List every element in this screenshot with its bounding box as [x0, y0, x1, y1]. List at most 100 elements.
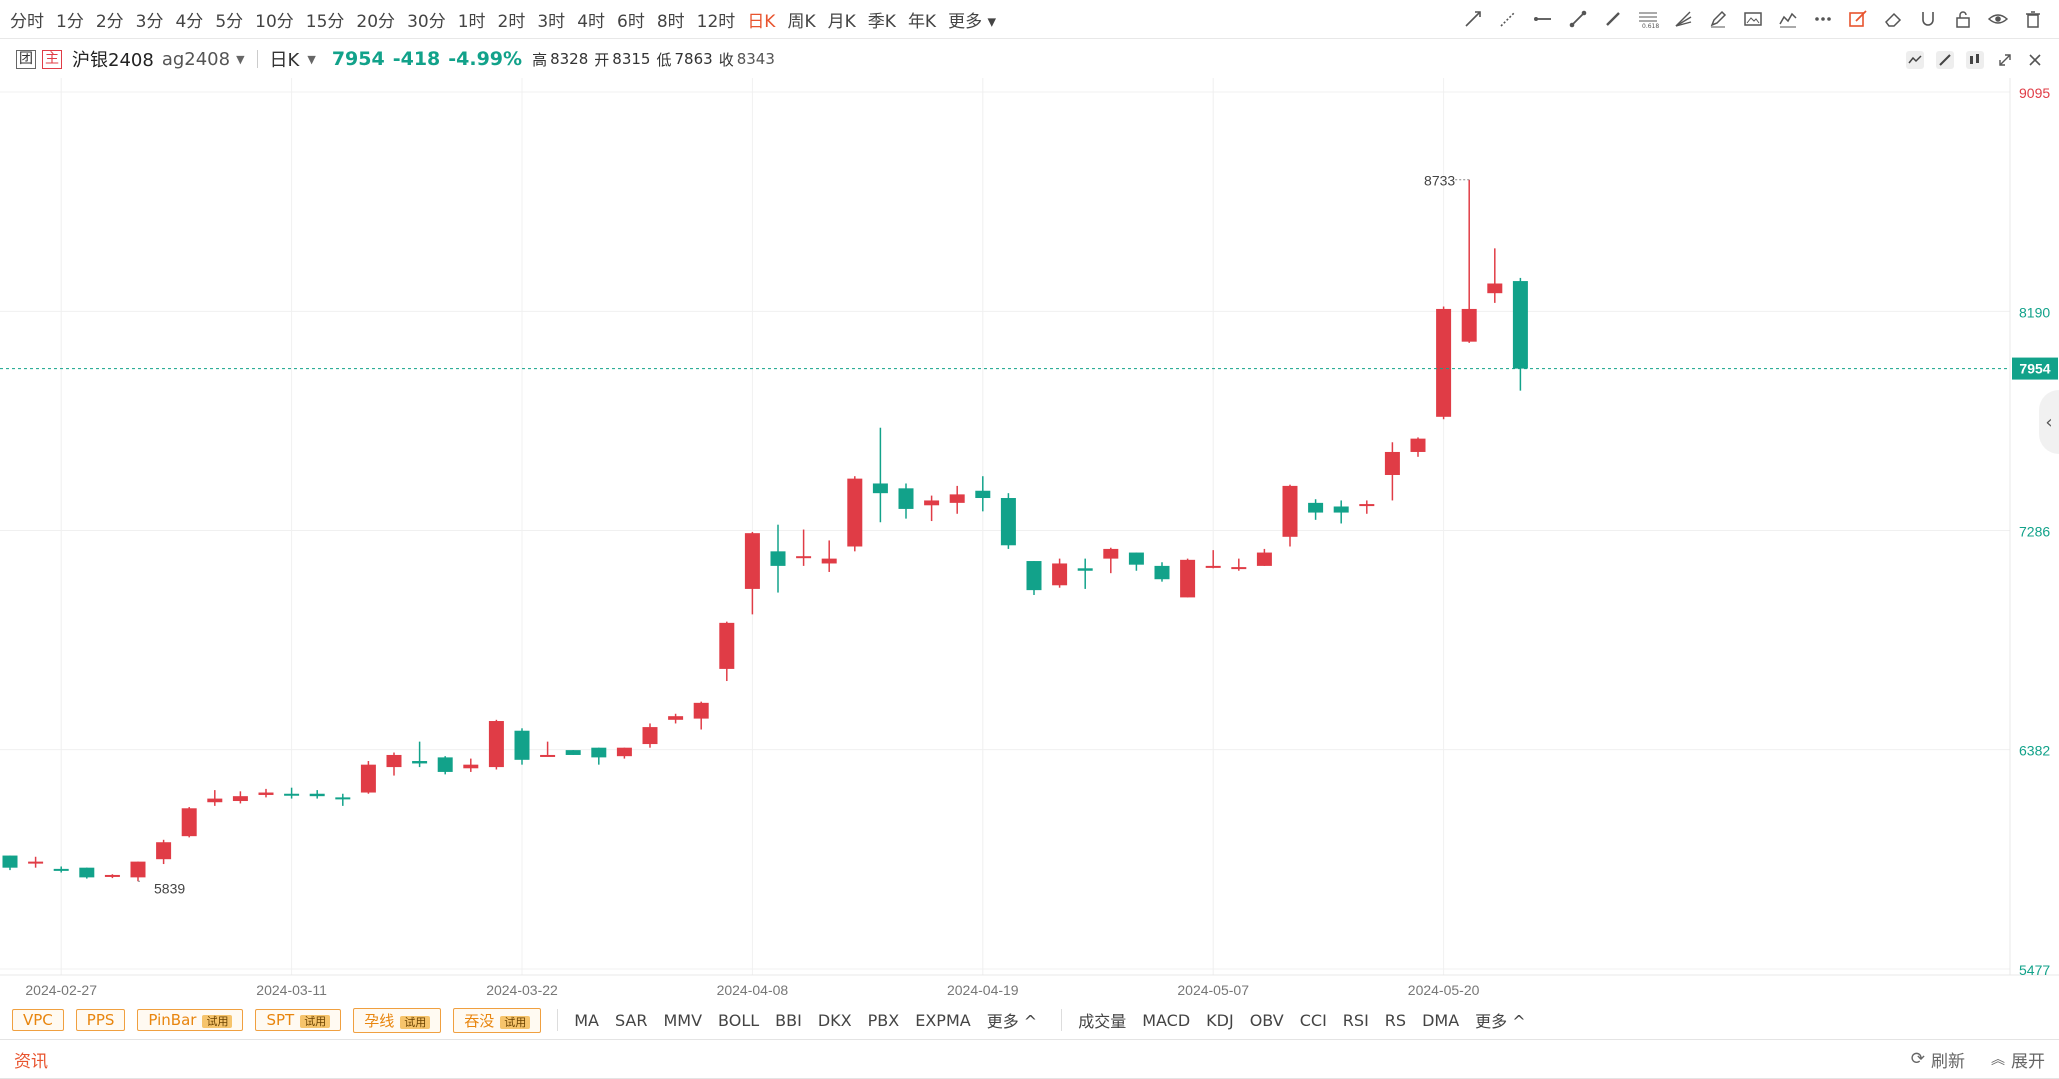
candle-body[interactable]: [181, 808, 197, 837]
wave-icon[interactable]: [1776, 7, 1800, 31]
period-tab[interactable]: 4分: [175, 11, 204, 32]
instrument-name[interactable]: 沪银2408: [72, 50, 154, 71]
candle-body[interactable]: [488, 721, 504, 768]
candle-body[interactable]: [284, 793, 300, 796]
period-tab[interactable]: 1时: [457, 11, 486, 32]
horizontal-line-icon[interactable]: [1531, 7, 1555, 31]
indicator-button[interactable]: 成交量: [1078, 1012, 1127, 1031]
trash-icon[interactable]: [2021, 7, 2045, 31]
period-tab[interactable]: 10分: [255, 11, 294, 32]
ray-line-icon[interactable]: [1461, 7, 1485, 31]
pattern-pill[interactable]: VPC: [12, 1009, 64, 1031]
indicator-button[interactable]: OBV: [1249, 1010, 1284, 1030]
period-tab[interactable]: 4时: [577, 11, 606, 32]
candle-body[interactable]: [2, 855, 18, 868]
period-tab[interactable]: 3分: [135, 11, 164, 32]
magnet-icon[interactable]: [1916, 7, 1940, 31]
indicator-button[interactable]: BBI: [775, 1010, 802, 1030]
candle-body[interactable]: [53, 868, 69, 871]
candle-body[interactable]: [1052, 563, 1068, 586]
candle-body[interactable]: [1308, 502, 1324, 513]
fullscreen-icon[interactable]: [1993, 48, 2017, 72]
indicator-button[interactable]: MA: [574, 1010, 599, 1030]
candle-body[interactable]: [1180, 559, 1196, 598]
candle-body[interactable]: [693, 702, 709, 719]
brush-icon[interactable]: [1601, 7, 1625, 31]
candle-body[interactable]: [1436, 308, 1452, 417]
candle-body[interactable]: [437, 757, 453, 772]
pattern-pill[interactable]: 吞没 试用: [453, 1007, 542, 1033]
candle-body[interactable]: [1154, 565, 1170, 580]
indicator-button[interactable]: MMV: [663, 1010, 703, 1030]
eye-icon[interactable]: [1986, 7, 2010, 31]
pattern-pill[interactable]: 孕线 试用: [353, 1007, 442, 1033]
indicator-button[interactable]: BOLL: [718, 1010, 760, 1030]
draw-settings-icon[interactable]: [1933, 48, 1957, 72]
candle-body[interactable]: [591, 747, 607, 758]
candle-body[interactable]: [104, 874, 120, 877]
refresh-icon[interactable]: ⟳: [1910, 1049, 1925, 1069]
period-tab[interactable]: 月K: [827, 11, 856, 32]
candle-body[interactable]: [770, 551, 786, 566]
candle-body[interactable]: [232, 796, 248, 802]
period-tab[interactable]: 12时: [696, 11, 736, 32]
pattern-pill[interactable]: PinBar 试用: [137, 1009, 244, 1031]
candle-body[interactable]: [360, 764, 376, 793]
expand-button[interactable]: 展开: [2011, 1051, 2045, 1072]
candle-style-icon[interactable]: [1963, 48, 1987, 72]
candle-body[interactable]: [1077, 568, 1093, 571]
candle-body[interactable]: [1384, 451, 1400, 475]
candle-body[interactable]: [1487, 283, 1503, 294]
candle-body[interactable]: [821, 558, 837, 564]
fan-icon[interactable]: [1671, 7, 1695, 31]
candle-body[interactable]: [898, 488, 914, 509]
period-tab[interactable]: 30分: [407, 11, 446, 32]
candle-body[interactable]: [514, 730, 530, 760]
pattern-pill[interactable]: SPT 试用: [255, 1009, 342, 1031]
candlestick-chart[interactable]: 9095 8190 7286 6382 5477 2024-02-27 2024-03-11…: [0, 78, 2059, 1003]
candle-body[interactable]: [412, 761, 428, 764]
candle-body[interactable]: [719, 622, 735, 669]
group-tag[interactable]: 团: [16, 49, 36, 69]
candle-body[interactable]: [1231, 567, 1247, 570]
indicator-button[interactable]: 更多 ^: [1475, 1012, 1526, 1031]
indicator-button[interactable]: PBX: [867, 1010, 900, 1030]
indicator-button[interactable]: DMA: [1422, 1010, 1460, 1030]
indicator-button[interactable]: MACD: [1142, 1010, 1191, 1030]
eraser-icon[interactable]: [1881, 7, 1905, 31]
indicator-button[interactable]: DKX: [817, 1010, 852, 1030]
indicator-button[interactable]: SAR: [614, 1010, 648, 1030]
period-selector[interactable]: 日K: [269, 50, 300, 71]
segment-icon[interactable]: [1566, 7, 1590, 31]
image-icon[interactable]: [1741, 7, 1765, 31]
refresh-button[interactable]: 刷新: [1931, 1051, 1965, 1072]
period-tab[interactable]: 2时: [497, 11, 526, 32]
candle-body[interactable]: [130, 861, 146, 878]
candle-body[interactable]: [258, 792, 274, 795]
candle-body[interactable]: [1410, 438, 1426, 452]
period-tab[interactable]: 8时: [656, 11, 685, 32]
candle-body[interactable]: [156, 842, 172, 860]
candle-body[interactable]: [1256, 552, 1272, 566]
candle-body[interactable]: [79, 867, 95, 878]
chevron-down-icon[interactable]: ▼: [307, 52, 316, 66]
period-tab[interactable]: 日K: [747, 11, 776, 32]
candle-body[interactable]: [1026, 561, 1042, 591]
indicator-button[interactable]: RSI: [1342, 1010, 1369, 1030]
side-panel-toggle[interactable]: ‹: [2039, 390, 2059, 454]
candle-body[interactable]: [668, 716, 684, 720]
period-tab[interactable]: 20分: [356, 11, 396, 32]
candle-body[interactable]: [335, 797, 351, 800]
period-tab[interactable]: 5分: [215, 11, 244, 32]
candle-body[interactable]: [1333, 506, 1349, 513]
candle-body[interactable]: [1461, 308, 1477, 342]
pen-icon[interactable]: [1706, 7, 1730, 31]
chevron-up-icon[interactable]: ︽: [1991, 1052, 2005, 1068]
candle-body[interactable]: [616, 747, 632, 757]
candle-body[interactable]: [796, 556, 812, 559]
candle-body[interactable]: [207, 798, 223, 803]
news-tab[interactable]: 资讯: [14, 1051, 48, 1072]
indicator-button[interactable]: CCI: [1299, 1010, 1327, 1030]
candle-body[interactable]: [1205, 565, 1221, 568]
period-tab[interactable]: 年K: [907, 11, 937, 32]
